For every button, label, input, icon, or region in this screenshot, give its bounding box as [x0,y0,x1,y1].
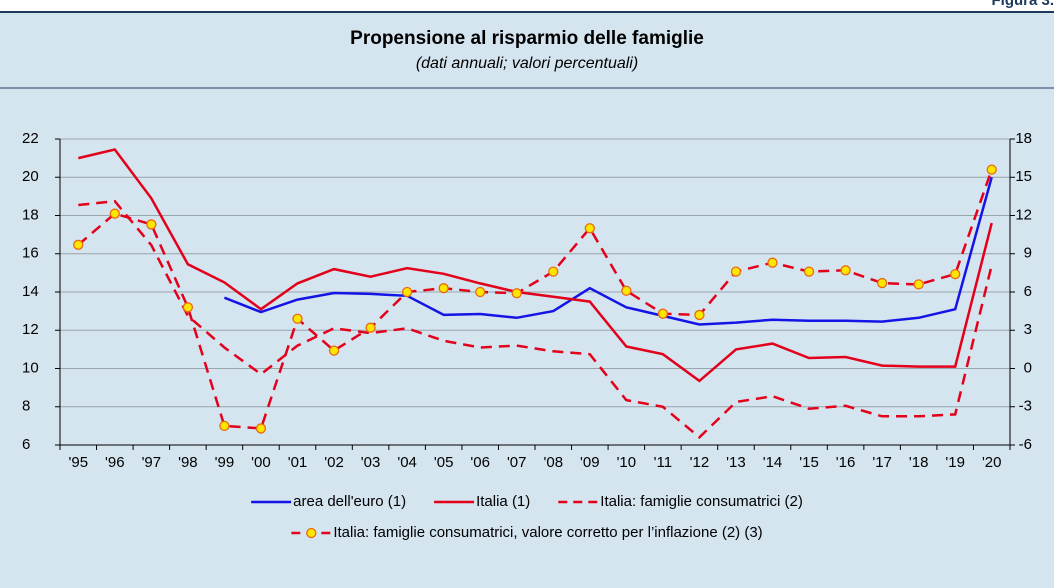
y-tick-label: 8 [22,398,30,415]
marker [876,277,888,289]
marker [621,285,632,296]
legend-label: Italia: famiglie consumatrici (2) [600,493,803,510]
y2-tick-label: -6 [1019,436,1032,453]
x-tick-label: '09 [580,454,600,471]
x-tick-label: '20 [982,454,1002,471]
marker [730,266,742,277]
y-tick-label: 16 [22,245,39,262]
marker [767,257,778,268]
x-tick-label: '03 [361,454,381,471]
x-tick-label: '12 [690,454,710,471]
x-tick-label: '10 [617,454,637,471]
legend-row: Italia: famiglie consumatrici, valore co… [291,524,763,541]
x-tick-label: '05 [434,454,454,471]
marker [292,313,303,324]
legend-marker [306,527,317,539]
y2-tick-label: 6 [1024,283,1032,300]
y2-tick-label: 0 [1024,359,1032,376]
x-tick-label: '07 [507,454,527,471]
marker [401,286,413,298]
x-tick-label: '14 [763,454,783,471]
x-tick-label: '15 [799,454,819,471]
marker [438,283,449,294]
series-line [223,176,993,326]
marker [511,288,522,299]
y2-tick-label: 3 [1024,321,1032,338]
x-tick-label: '06 [470,454,490,471]
y2-tick-label: 18 [1015,130,1032,147]
y-tick-label: 18 [22,206,39,223]
marker [694,309,705,321]
x-tick-label: '16 [836,454,856,471]
y2-tick-label: 15 [1015,168,1032,185]
x-tick-label: '13 [726,454,746,471]
x-tick-label: '99 [215,454,235,471]
x-tick-label: '00 [251,454,271,471]
marker [146,219,157,230]
x-tick-label: '98 [178,454,198,471]
y2-tick-label: 9 [1024,245,1032,262]
marker [986,164,997,175]
y-tick-label: 12 [22,321,39,338]
x-tick-label: '95 [68,454,88,471]
marker [950,268,961,280]
y-tick-label: 10 [22,359,39,376]
chart-subtitle: (dati annuali; valori percentuali) [416,55,638,72]
x-tick-label: '01 [288,454,308,471]
y-tick-label: 22 [22,130,39,147]
series-line [78,148,993,383]
y-tick-label: 6 [22,436,30,453]
x-tick-label: '97 [142,454,162,471]
series-line [78,199,993,439]
marker [328,345,340,356]
x-tick-label: '04 [397,454,417,471]
legend-label: area dell'euro (1) [293,493,406,510]
legend-label: Italia: famiglie consumatrici, valore co… [333,524,762,541]
marker [803,266,815,277]
background [0,13,1054,588]
marker [840,265,851,276]
x-tick-label: '19 [945,454,965,471]
marker [73,239,84,250]
chart-title: Propensione al risparmio delle famiglie [350,28,704,49]
legend-row: area dell'euro (1) Italia (1) Italia: fami… [251,493,803,510]
y2-tick-label: 12 [1015,206,1032,223]
marker [182,302,194,313]
marker [913,279,924,290]
x-tick-label: '11 [654,454,672,471]
marker [657,308,669,319]
marker [475,286,486,298]
marker [365,322,376,333]
figure-label: Figura 3. [991,0,1054,9]
x-tick-label: '08 [543,454,563,471]
marker [548,266,559,277]
marker [255,423,267,434]
y2-tick-label: -3 [1019,398,1032,415]
x-tick-label: '96 [105,454,125,471]
marker [219,420,230,432]
x-tick-label: '17 [872,454,892,471]
x-tick-label: '18 [909,454,929,471]
y-tick-label: 14 [22,283,39,300]
marker [109,208,120,219]
marker [584,223,595,234]
x-tick-label: '02 [324,454,344,471]
legend-label: Italia (1) [476,493,530,510]
y-tick-label: 20 [22,168,39,185]
series-line [77,169,993,430]
